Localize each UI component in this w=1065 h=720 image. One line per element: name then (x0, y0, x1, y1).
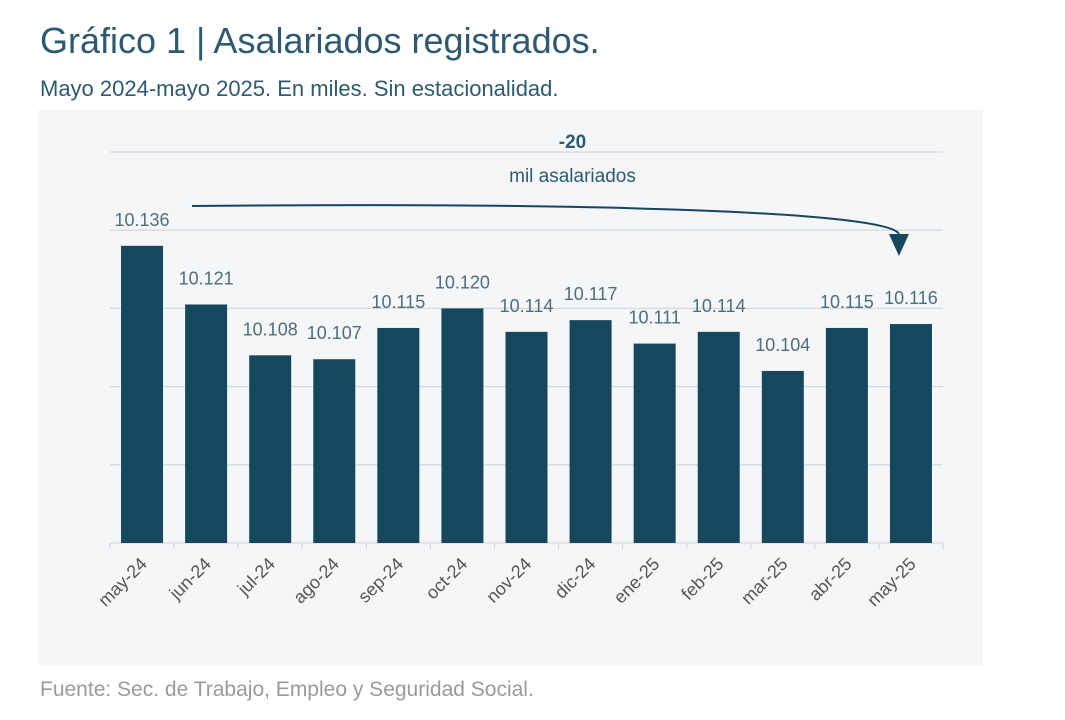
data-label: 10.115 (371, 292, 425, 312)
data-label: 10.107 (307, 323, 362, 343)
data-label: 10.120 (435, 272, 490, 292)
x-tick-label: oct-24 (422, 554, 472, 604)
bar (313, 359, 356, 543)
data-label: 10.115 (820, 292, 874, 312)
chart-subtitle: Mayo 2024-mayo 2025. En miles. Sin estac… (40, 76, 559, 101)
data-label: 10.108 (243, 319, 298, 339)
x-tick-label: jun-24 (165, 554, 215, 604)
data-label: 10.117 (564, 284, 618, 304)
data-label: 10.121 (179, 268, 234, 288)
bar (249, 355, 292, 543)
bar (633, 343, 676, 543)
bar (761, 370, 804, 543)
x-tick-label: may-24 (94, 554, 151, 611)
bar (185, 304, 228, 543)
data-label: 10.116 (884, 288, 938, 308)
bar (121, 245, 164, 543)
x-tick-label: nov-24 (482, 554, 535, 607)
source-note: Fuente: Sec. de Trabajo, Empleo y Seguri… (40, 678, 534, 701)
annotation-value: -20 (559, 132, 586, 153)
bar-chart: 10.136 10.121 10.108 10.107 10.115 10.120 10.1… (94, 132, 944, 611)
bar (441, 308, 484, 543)
x-tick-label: may-25 (863, 554, 920, 611)
chart-title: Gráfico 1 | Asalariados registrados. (40, 20, 600, 61)
x-tick-label: sep-24 (354, 554, 407, 607)
bar (889, 324, 932, 543)
x-tick-label: feb-25 (677, 554, 727, 604)
chart-panel: 10.136 10.121 10.108 10.107 10.115 10.120 10.1… (38, 110, 983, 665)
bar (505, 331, 548, 543)
bar (697, 331, 740, 543)
bar (569, 320, 612, 543)
x-tick-label: mar-25 (737, 554, 791, 608)
data-label: 10.114 (500, 296, 554, 316)
data-label: 10.111 (628, 308, 680, 328)
x-tick-label: dic-24 (551, 554, 600, 603)
x-tick-label: ago-24 (289, 554, 343, 608)
change-arrow-head (888, 234, 909, 256)
x-tick-label: jul-24 (233, 554, 279, 600)
data-label: 10.136 (115, 210, 170, 230)
x-tick-label: abr-25 (805, 554, 856, 605)
bar (825, 327, 868, 543)
data-label: 10.104 (755, 335, 810, 355)
annotation-text: mil asalariados (509, 166, 636, 187)
data-label: 10.114 (692, 296, 746, 316)
x-tick-label: ene-25 (610, 554, 664, 608)
bar (377, 327, 420, 543)
change-arrow-line (192, 204, 900, 235)
